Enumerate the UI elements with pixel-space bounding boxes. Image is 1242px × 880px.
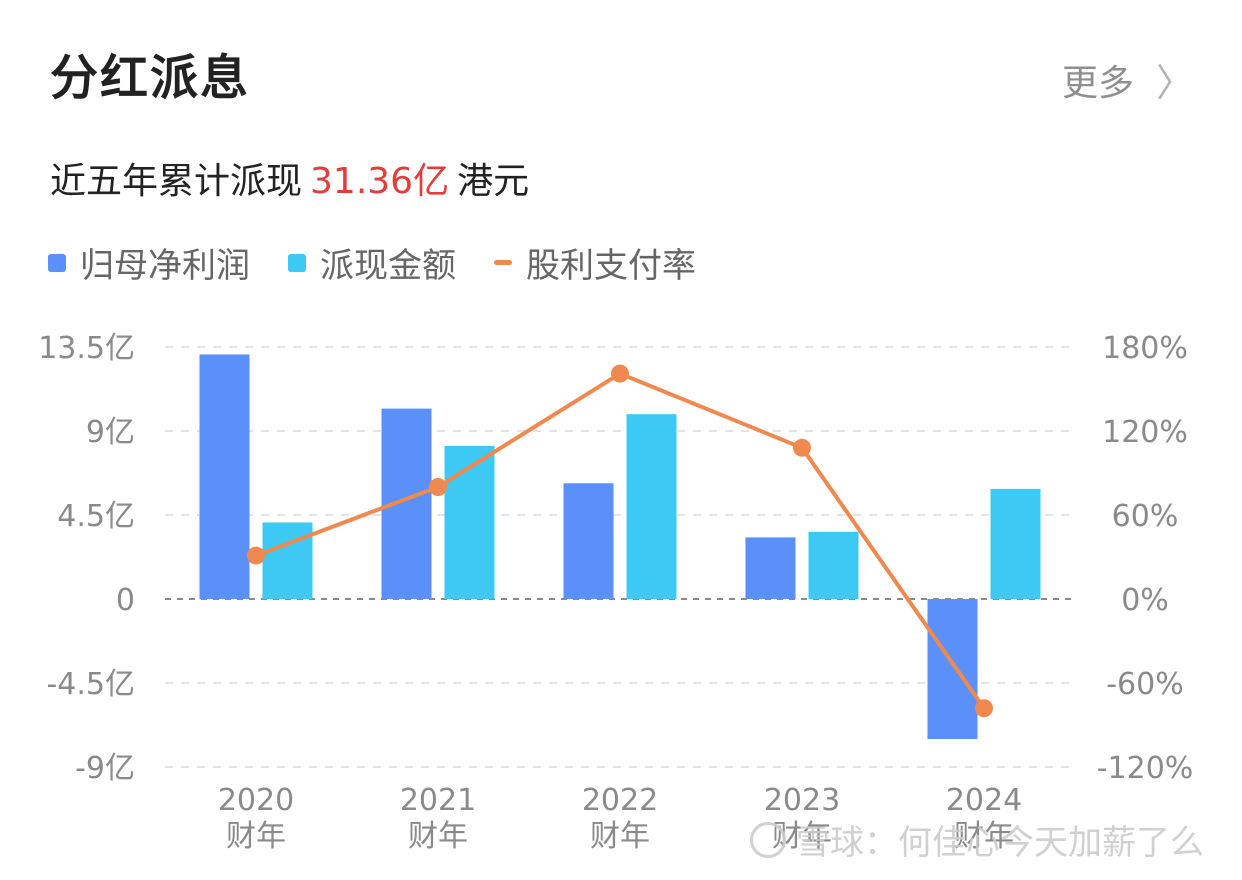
right-tick-label: -120% <box>1097 751 1194 786</box>
left-tick-label: 0 <box>116 583 135 618</box>
left-tick-label: 13.5亿 <box>38 331 135 366</box>
bar-net-profit <box>927 599 978 739</box>
section-title: 分红派息 <box>50 50 251 106</box>
net-profit-swatch-icon <box>48 253 66 272</box>
summary-suffix: 港元 <box>457 161 530 202</box>
legend-label: 派现金额 <box>320 246 456 286</box>
bar-net-profit <box>563 483 614 599</box>
section-header: 分红派息 更多 〉 <box>50 38 1194 108</box>
bar-dividend-amount <box>990 488 1041 599</box>
x-tick-label: 2021 <box>400 783 476 818</box>
right-tick-label: -60% <box>1106 667 1184 702</box>
legend-item-dividend-amount[interactable]: 派现金额 <box>288 238 456 287</box>
bar-dividend-amount <box>444 445 495 599</box>
payout-ratio-line <box>255 371 986 710</box>
watermark: 雪球：何佳心今天加薪了么 <box>750 815 1204 864</box>
chart-legend: 归母净利润 派现金额 股利支付率 <box>48 238 734 287</box>
x-tick-label: 财年 <box>226 819 286 854</box>
watermark-text: 雪球：何佳心今天加薪了么 <box>796 823 1204 863</box>
right-tick-label: 180% <box>1102 331 1188 366</box>
x-tick-label: 财年 <box>408 819 468 854</box>
more-link[interactable]: 更多 〉 <box>1062 52 1194 107</box>
legend-item-net-profit[interactable]: 归母净利润 <box>48 238 250 287</box>
bar-net-profit <box>745 537 796 599</box>
bar-net-profit <box>199 354 250 599</box>
left-tick-label: 9亿 <box>86 415 135 450</box>
summary-prefix: 近五年累计派现 <box>50 161 303 202</box>
snowball-logo-icon <box>750 821 786 858</box>
x-tick-label: 财年 <box>590 819 650 854</box>
payout-ratio-point <box>975 699 993 718</box>
payout-ratio-point <box>247 546 265 565</box>
bar-dividend-amount <box>626 414 677 599</box>
left-tick-label: 4.5亿 <box>57 499 135 534</box>
payout-ratio-line-icon <box>494 260 512 265</box>
bar-dividend-amount <box>808 531 859 599</box>
summary-amount: 31.36亿 <box>310 161 450 202</box>
payout-ratio-point <box>793 438 811 457</box>
right-tick-label: 120% <box>1102 415 1188 450</box>
payout-ratio-point <box>611 364 629 383</box>
more-label: 更多 <box>1061 62 1134 104</box>
x-tick-label: 2023 <box>764 783 840 818</box>
x-tick-label: 2022 <box>582 783 658 818</box>
bar-dividend-amount <box>262 522 313 599</box>
right-tick-label: 0% <box>1121 583 1169 618</box>
left-tick-label: -9亿 <box>75 751 135 786</box>
chevron-right-icon: 〉 <box>1155 61 1194 105</box>
dividend-amount-swatch-icon <box>288 253 306 272</box>
x-tick-label: 财年 <box>954 819 1014 854</box>
left-tick-label: -4.5亿 <box>46 667 135 702</box>
x-tick-label: 2024 <box>946 783 1022 818</box>
dividend-summary: 近五年累计派现 31.36亿 港元 <box>50 152 529 204</box>
right-tick-label: 60% <box>1112 499 1179 534</box>
legend-item-payout-ratio[interactable]: 股利支付率 <box>494 238 696 287</box>
payout-ratio-point <box>429 478 447 496</box>
legend-label: 股利支付率 <box>526 246 696 286</box>
legend-label: 归母净利润 <box>80 246 250 286</box>
x-tick-label: 2020 <box>218 783 294 818</box>
